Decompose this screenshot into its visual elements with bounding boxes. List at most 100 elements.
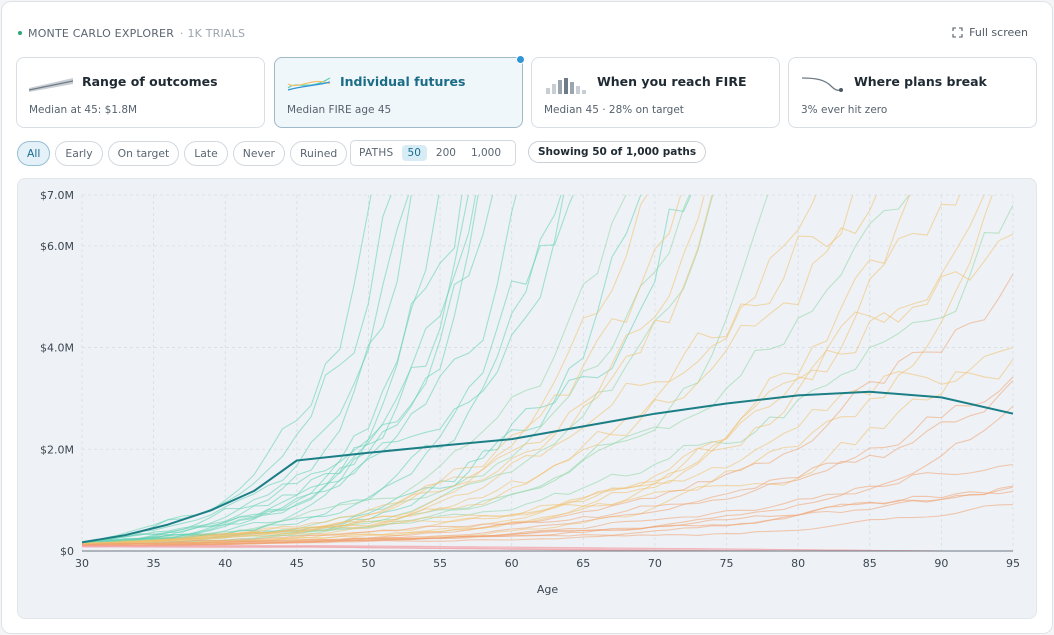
path-line-late — [82, 195, 648, 545]
range-chart-icon — [29, 78, 73, 92]
x-tick-label: 65 — [576, 557, 590, 570]
filter-all[interactable]: All — [17, 140, 51, 166]
path-line-on-target — [82, 204, 1013, 544]
path-line-late — [82, 346, 1013, 546]
paths-option-1000[interactable]: 1,000 — [470, 147, 501, 159]
fullscreen-button[interactable]: Full screen — [952, 26, 1028, 39]
decline-chart-icon — [801, 77, 843, 92]
card-title: Where plans break — [854, 74, 987, 89]
path-line-on-target — [82, 195, 627, 544]
card-subtitle: 3% ever hit zero — [801, 104, 888, 116]
filter-never[interactable]: Never — [232, 140, 285, 166]
path-line-never — [82, 485, 1013, 547]
path-line-late — [82, 195, 705, 546]
card-where-plans-break[interactable]: Where plans break 3% ever hit zero — [788, 57, 1037, 128]
card-title: Range of outcomes — [82, 74, 218, 89]
histogram-icon — [546, 78, 586, 94]
paths-option-200[interactable]: 200 — [435, 147, 456, 159]
fullscreen-label: Full screen — [969, 26, 1028, 39]
x-tick-label: 90 — [934, 557, 948, 570]
y-tick-label: $6.0M — [40, 240, 74, 253]
path-line-never — [82, 273, 1013, 546]
path-line-early — [82, 195, 372, 543]
path-line-never — [82, 376, 1013, 546]
card-title: When you reach FIRE — [597, 74, 747, 89]
x-tick-label: 85 — [863, 557, 877, 570]
x-tick-label: 55 — [433, 557, 447, 570]
panel-header: MONTE CARLO EXPLORER · 1K TRIALS — [18, 26, 245, 40]
path-line-late — [82, 195, 993, 546]
x-tick-label: 60 — [505, 557, 519, 570]
path-line-early — [82, 195, 565, 545]
card-individual-futures[interactable]: Individual futures Median FIRE age 45 — [274, 55, 525, 128]
y-tick-label: $4.0M — [40, 342, 74, 355]
filter-early[interactable]: Early — [55, 140, 103, 166]
x-tick-label: 50 — [361, 557, 375, 570]
path-line-early — [82, 195, 562, 545]
x-tick-label: 80 — [791, 557, 805, 570]
path-line-on-target — [82, 195, 769, 545]
path-line-never — [82, 380, 1013, 546]
path-line-early — [82, 195, 463, 544]
paths-chart: $0 $2.0M $4.0M $6.0M $7.0M 30 35 40 45 50 55 60 65 70… — [40, 189, 1020, 596]
path-line-late — [82, 195, 682, 545]
expand-icon — [952, 27, 963, 38]
path-line-early — [82, 195, 517, 544]
paths-chart-icon — [287, 77, 331, 91]
path-line-late — [82, 195, 713, 546]
path-line-on-target — [82, 195, 910, 545]
median-path-line — [82, 390, 1013, 544]
path-line-early — [82, 195, 412, 545]
view-cards: Range of outcomes Median at 45: $1.8M In… — [16, 55, 1037, 128]
filter-on-target[interactable]: On target — [107, 140, 180, 166]
path-line-late — [82, 195, 961, 546]
y-tick-label: $0 — [60, 545, 74, 558]
x-tick-label: 35 — [147, 557, 161, 570]
path-line-never — [82, 405, 1013, 547]
path-line-ruined — [82, 545, 1013, 551]
path-line-early — [82, 195, 479, 544]
x-tick-label: 75 — [720, 557, 734, 570]
card-subtitle: Median at 45: $1.8M — [29, 104, 138, 116]
path-line-early — [82, 195, 574, 545]
x-tick-label: 30 — [75, 557, 89, 570]
paths-selector: PATHS 50 200 1,000 — [350, 140, 516, 166]
path-line-late — [82, 195, 985, 545]
path-line-late — [82, 195, 911, 546]
path-line-never — [82, 490, 1013, 547]
active-indicator-dot — [516, 55, 525, 64]
path-line-late — [82, 195, 854, 545]
x-tick-label: 70 — [648, 557, 662, 570]
y-tick-label: $7.0M — [40, 189, 74, 202]
path-line-early — [82, 195, 392, 543]
card-range-of-outcomes[interactable]: Range of outcomes Median at 45: $1.8M — [16, 57, 265, 128]
panel-title: MONTE CARLO EXPLORER — [28, 26, 175, 40]
paths-option-50[interactable]: 50 — [401, 145, 427, 161]
y-tick-label: $2.0M — [40, 443, 74, 456]
x-tick-label: 45 — [290, 557, 304, 570]
path-line-early — [82, 195, 410, 544]
showing-count-badge: Showing 50 of 1,000 paths — [528, 141, 707, 163]
path-line-early — [82, 195, 477, 544]
x-axis-title: Age — [537, 583, 559, 596]
path-line-early — [82, 195, 440, 543]
path-line-on-target — [82, 195, 714, 544]
path-line-ruined — [82, 546, 1013, 551]
path-line-late — [82, 195, 878, 545]
card-when-you-reach-fire[interactable]: When you reach FIRE Median 45 · 28% on t… — [531, 57, 780, 128]
paths-label: PATHS — [359, 147, 394, 159]
path-line-ruined — [82, 545, 1013, 551]
x-tick-label: 40 — [218, 557, 232, 570]
path-line-late — [82, 195, 817, 545]
chart-container: $0 $2.0M $4.0M $6.0M $7.0M 30 35 40 45 50 55 60 65 70… — [17, 178, 1037, 619]
filter-late[interactable]: Late — [184, 140, 228, 166]
x-tick-label: 95 — [1006, 557, 1020, 570]
filter-ruined[interactable]: Ruined — [290, 140, 348, 166]
card-subtitle: Median 45 · 28% on target — [544, 104, 684, 116]
outcome-filters: All Early On target Late Never Ruined — [17, 140, 352, 166]
status-dot-icon — [18, 31, 22, 35]
card-title: Individual futures — [340, 74, 466, 89]
card-subtitle: Median FIRE age 45 — [287, 104, 392, 116]
trials-count: · 1K TRIALS — [180, 26, 246, 40]
paths-group — [82, 195, 1013, 551]
